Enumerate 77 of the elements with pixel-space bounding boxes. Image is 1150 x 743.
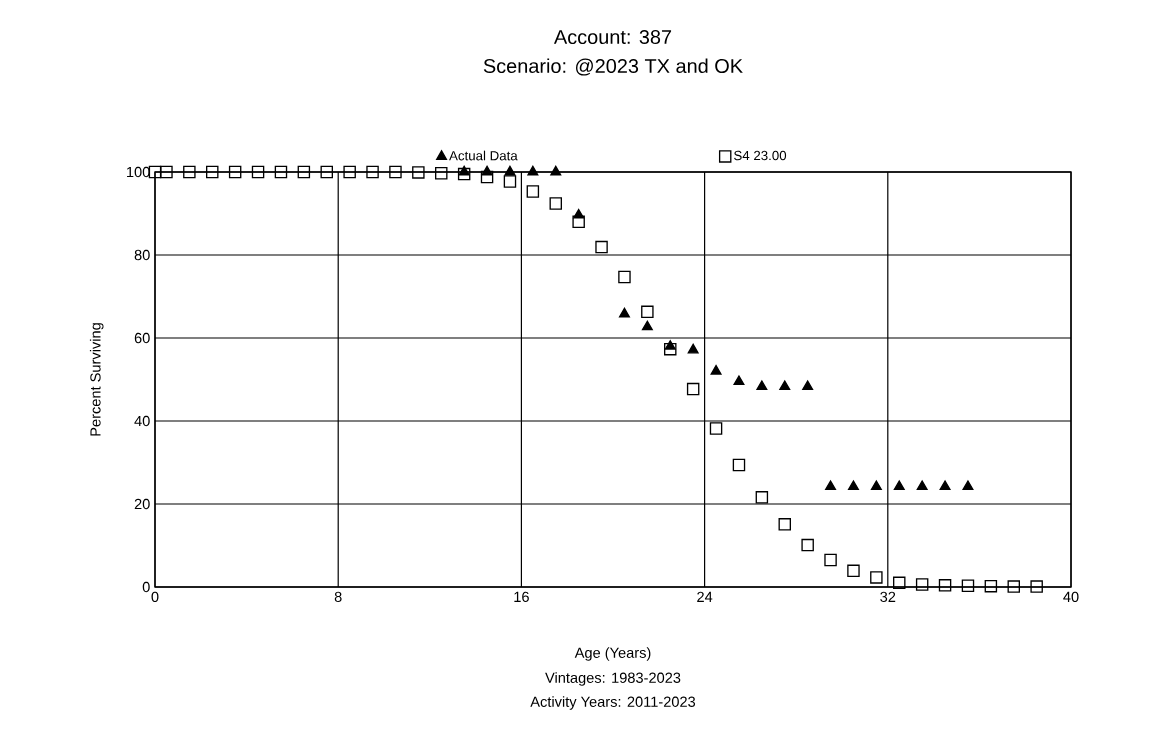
point xyxy=(984,579,998,593)
point xyxy=(412,166,425,179)
point xyxy=(755,491,769,504)
x-tick-label: 0 xyxy=(151,591,159,603)
point xyxy=(274,165,288,179)
point xyxy=(938,579,952,592)
point xyxy=(939,480,951,491)
point xyxy=(733,375,745,386)
point xyxy=(710,364,722,375)
y-tick-label: 0 xyxy=(142,581,150,593)
point xyxy=(251,165,265,179)
legend-label: S4 23.00 xyxy=(734,150,787,161)
point xyxy=(824,553,837,567)
chart-subtitle: Scenario: @2023 TX and OK xyxy=(483,58,743,76)
point xyxy=(527,165,539,176)
point xyxy=(595,240,608,254)
point xyxy=(297,165,311,179)
x-axis-title: Age (Years) xyxy=(574,647,651,661)
point xyxy=(183,165,196,179)
point xyxy=(870,480,882,491)
point xyxy=(526,185,540,198)
point xyxy=(893,480,905,491)
point xyxy=(641,320,653,331)
point xyxy=(549,197,562,210)
point xyxy=(825,480,837,491)
y-tick-label: 20 xyxy=(134,498,150,510)
point xyxy=(664,342,677,356)
text: Activity Years: 2011-2023 xyxy=(530,696,696,710)
point xyxy=(962,480,974,491)
point xyxy=(160,165,173,179)
point xyxy=(686,382,700,396)
point xyxy=(435,166,448,180)
point xyxy=(778,518,792,531)
point xyxy=(961,579,975,592)
point xyxy=(206,165,219,179)
point xyxy=(366,165,379,179)
point xyxy=(389,165,402,179)
point xyxy=(343,165,356,179)
point xyxy=(550,165,562,176)
x-tick-label: 8 xyxy=(334,591,342,603)
legend-label: Actual Data xyxy=(449,150,518,161)
chart-title: Account: 387 xyxy=(553,29,672,45)
point xyxy=(687,343,699,354)
y-axis-title: Percent Surviving xyxy=(89,323,104,436)
y-tick-label: 80 xyxy=(134,249,150,261)
point xyxy=(228,165,242,179)
text: Vintages: 1983-2023 xyxy=(545,672,681,686)
point xyxy=(847,480,859,491)
point xyxy=(1007,580,1021,593)
point xyxy=(572,215,585,229)
point xyxy=(779,380,791,391)
x-tick-label: 24 xyxy=(697,591,713,602)
point xyxy=(618,270,631,284)
point xyxy=(148,165,162,179)
point xyxy=(641,305,654,319)
point xyxy=(503,175,517,188)
point xyxy=(893,576,906,590)
point xyxy=(457,167,471,181)
point xyxy=(916,480,928,491)
point xyxy=(618,307,630,318)
point xyxy=(480,170,494,184)
point xyxy=(915,578,929,591)
y-tick-label: 40 xyxy=(134,415,150,427)
point xyxy=(709,422,723,435)
point xyxy=(1030,580,1043,593)
x-tick-label: 16 xyxy=(514,591,529,603)
point xyxy=(847,564,860,578)
point xyxy=(732,458,746,472)
x-tick-label: 32 xyxy=(880,591,896,603)
point xyxy=(870,571,883,584)
point xyxy=(801,538,814,552)
point xyxy=(756,380,768,391)
point xyxy=(320,165,333,179)
x-tick-label: 40 xyxy=(1063,591,1079,603)
y-tick-label: 60 xyxy=(134,332,150,344)
point xyxy=(504,165,516,176)
point xyxy=(802,380,814,391)
